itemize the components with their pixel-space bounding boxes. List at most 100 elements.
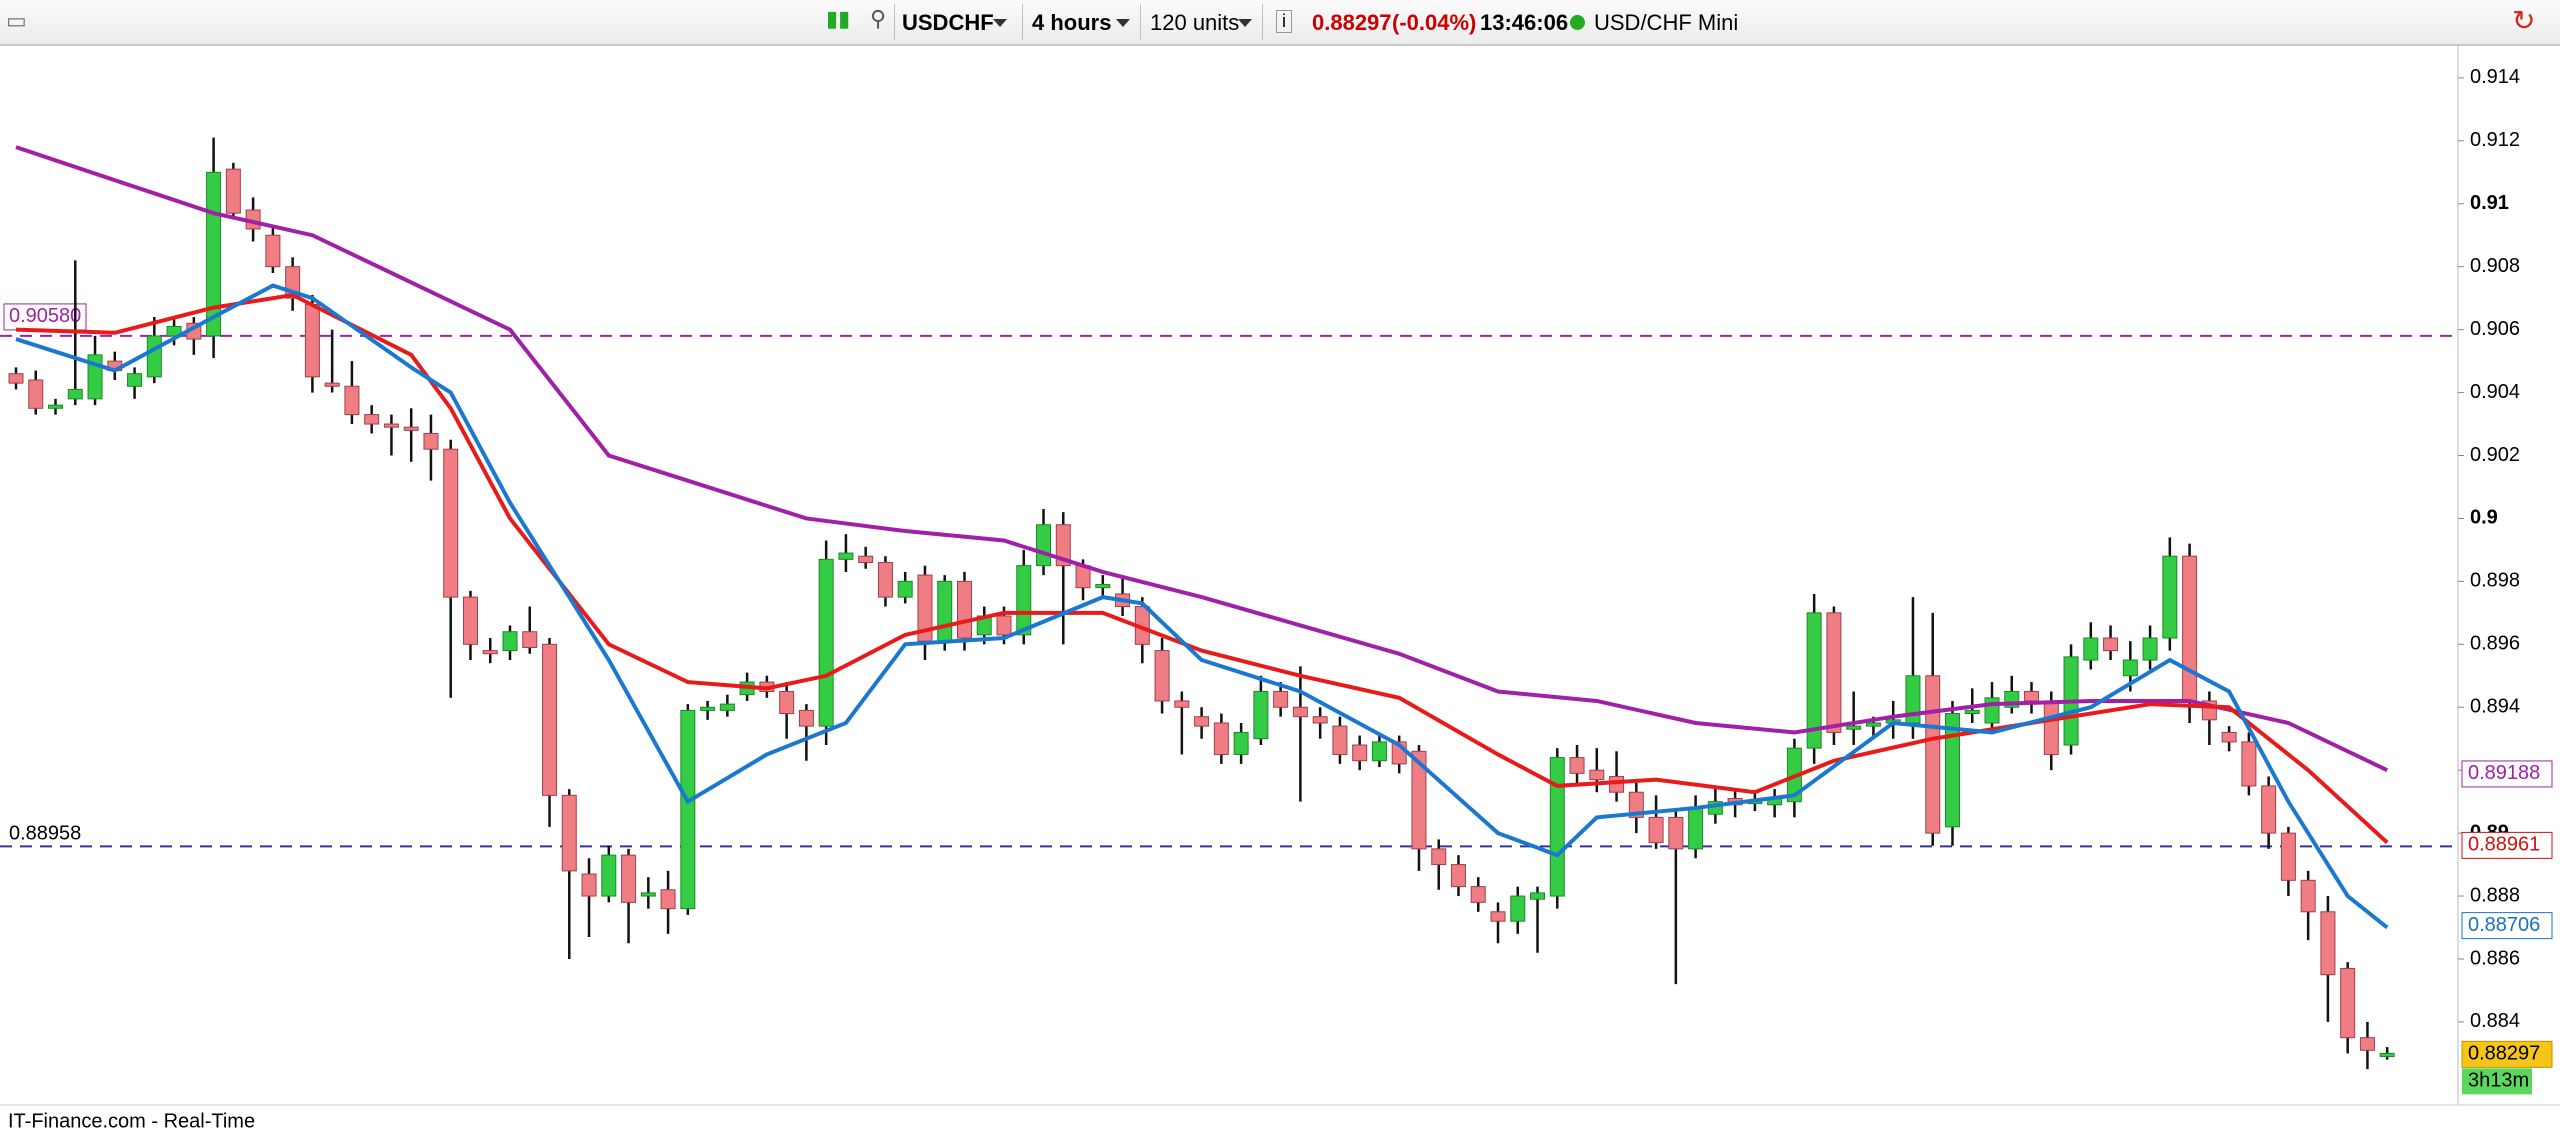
y-tick-label: 0.894	[2470, 696, 2520, 718]
candle-body	[127, 373, 143, 387]
candle-body	[779, 691, 795, 715]
candle-body	[1964, 709, 1980, 715]
candle-body	[1470, 886, 1486, 903]
candle-body	[1411, 750, 1427, 850]
dropdown-caret[interactable]	[1116, 19, 1130, 27]
footer: IT-Finance.com - Real-Time	[8, 1110, 255, 1132]
candle-body	[877, 561, 893, 598]
instrument: USD/CHF Mini	[1594, 10, 1739, 35]
candle-body	[2182, 555, 2198, 702]
countdown: 3h13m	[2468, 1070, 2529, 1092]
candle-body	[2162, 555, 2178, 639]
candle-body	[640, 892, 656, 897]
candle-body	[2261, 785, 2277, 834]
y-tick-label: 0.914	[2470, 66, 2520, 88]
candle-body	[621, 854, 637, 903]
candle-body	[48, 404, 64, 409]
chart: IT-Finance.com - Real-Time 0.884 0.886 0.8…	[0, 46, 2560, 1132]
candle-body	[897, 580, 913, 598]
price-tag	[2461, 912, 2553, 940]
price-tag-label: 0.88297	[2468, 1043, 2540, 1065]
candle-body	[1332, 725, 1348, 755]
y-tick-label: 0.906	[2470, 318, 2520, 340]
candle-body	[1055, 524, 1071, 567]
dropdown-caret[interactable]	[1238, 19, 1252, 27]
candle-body	[818, 558, 834, 727]
price-tag-label: 0.89188	[2468, 762, 2540, 784]
candle-body	[1490, 911, 1506, 922]
candle-body	[1648, 816, 1664, 844]
price-tag-label: 0.88706	[2468, 914, 2540, 936]
candle-body	[2122, 659, 2138, 677]
candle-body	[1253, 691, 1269, 740]
candle-body	[1194, 716, 1210, 727]
candle-body	[324, 382, 340, 387]
toolbar: ▭ ▮▮ ⚲ USDCHF 4 hours 120 units i 0.8829…	[0, 0, 2560, 46]
chart-type-icon[interactable]: ▮▮	[826, 6, 851, 31]
candle-body	[443, 448, 459, 598]
moving-average	[15, 292, 2389, 845]
candle-body	[601, 854, 617, 897]
candle-body	[1431, 848, 1447, 866]
candle-body	[719, 703, 735, 711]
candle-body	[1688, 807, 1704, 850]
candle-body	[364, 414, 380, 425]
candle-body	[1846, 725, 1862, 730]
candle-body	[2221, 731, 2237, 743]
y-tick-label: 0.902	[2470, 444, 2520, 466]
candle-body	[403, 426, 419, 431]
candle-body	[67, 388, 83, 400]
candle-body	[2320, 911, 2336, 976]
candle-body	[956, 580, 972, 639]
y-tick-label: 0.896	[2470, 633, 2520, 655]
candle-body	[1668, 816, 1684, 850]
candle-body	[858, 555, 874, 563]
candle-body	[1806, 612, 1822, 749]
candle-body	[206, 171, 222, 337]
candle-body	[265, 234, 281, 268]
candle-body	[1826, 612, 1842, 733]
info-icon[interactable]: i	[1276, 10, 1292, 33]
candle-body	[581, 873, 597, 897]
period[interactable]: 4 hours	[1032, 10, 1112, 35]
candle-body	[1352, 744, 1368, 762]
candle-body	[28, 379, 44, 409]
refresh-icon[interactable]: ↻	[2512, 5, 2536, 36]
level-label-box	[3, 303, 87, 331]
y-tick-label: 0.888	[2470, 884, 2520, 906]
candle-body	[2379, 1052, 2395, 1058]
price-change: (-0.04%)	[1392, 10, 1477, 35]
menu-icon[interactable]: ▭	[6, 8, 27, 33]
candle-body	[482, 650, 498, 655]
level-label: 0.88958	[9, 823, 81, 845]
candle-body	[383, 423, 399, 428]
tools-icon[interactable]: ⚲	[870, 6, 887, 31]
symbol[interactable]: USDCHF	[902, 10, 994, 35]
candle-body	[344, 385, 360, 416]
candle-body	[8, 373, 24, 384]
dropdown-caret[interactable]	[993, 19, 1007, 27]
candle-body	[423, 432, 439, 450]
candle-body	[838, 552, 854, 560]
candle-body	[1273, 691, 1289, 708]
candle-body	[1925, 675, 1941, 834]
candle-body	[304, 303, 320, 378]
y-tick-label: 0.908	[2470, 255, 2520, 277]
candle-body	[522, 631, 538, 648]
candle-body	[1016, 565, 1032, 636]
price-tag	[2461, 760, 2553, 788]
candle-body	[502, 631, 518, 652]
candle-body	[1095, 584, 1111, 589]
countdown-box	[2462, 1068, 2532, 1095]
candle-body	[1628, 791, 1644, 818]
candle-body	[1213, 722, 1229, 755]
candle-body	[1371, 741, 1387, 762]
candle-body	[1036, 524, 1052, 567]
separator	[1140, 4, 1141, 40]
candle-body	[561, 794, 577, 872]
candle-body	[2340, 967, 2356, 1039]
units[interactable]: 120 units	[1150, 10, 1240, 35]
y-tick-label: 0.886	[2470, 947, 2520, 969]
candle-body	[1233, 731, 1249, 755]
candle-body	[2280, 832, 2296, 881]
